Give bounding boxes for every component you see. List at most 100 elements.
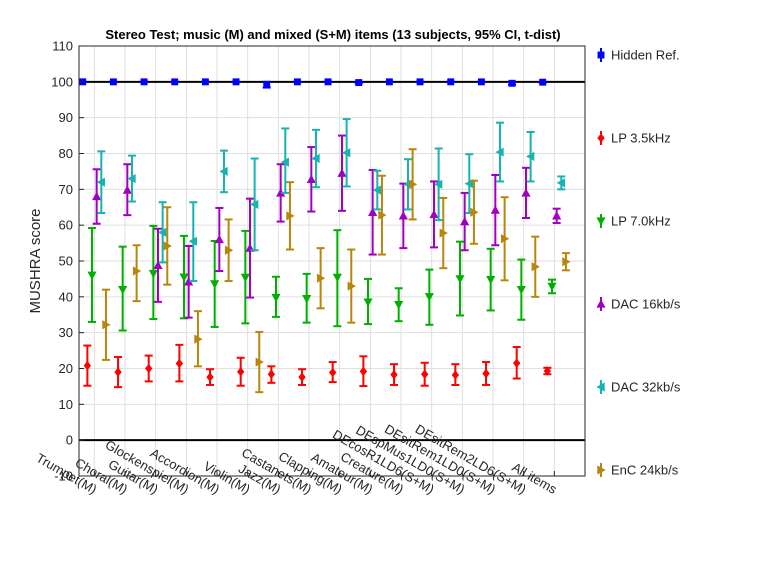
legend-label: DAC 16kb/s [611, 297, 681, 312]
data-point [359, 366, 368, 376]
data-point [311, 153, 320, 164]
data-point [329, 367, 337, 378]
data-point [439, 228, 448, 238]
data-point [324, 78, 332, 86]
data-point [271, 293, 281, 303]
y-tick-label: 40 [59, 289, 73, 304]
data-point [214, 234, 224, 244]
legend-item: Hidden Ref. [597, 48, 680, 63]
series-0 [78, 78, 547, 89]
y-tick-label: -10 [54, 469, 73, 484]
legend-item: LP 3.5kHz [597, 131, 671, 146]
data-point [158, 227, 167, 237]
legend-label: LP 7.0kHz [611, 214, 671, 229]
y-tick-label: 90 [59, 110, 73, 125]
data-point [363, 298, 373, 307]
data-point [201, 78, 209, 86]
x-axis-ticks: Trumpet(M)Choral(M)Guitar(M)Glockenspiel… [34, 421, 560, 497]
data-point [145, 363, 153, 374]
y-tick-label: 70 [59, 182, 73, 197]
data-point [332, 273, 342, 283]
data-point [118, 285, 128, 295]
data-point [347, 281, 356, 291]
data-point [175, 358, 184, 369]
data-point [206, 372, 214, 382]
y-tick-label: 110 [52, 39, 73, 54]
data-point [293, 78, 301, 86]
data-point [556, 178, 565, 188]
data-point [280, 157, 289, 167]
legend-item: DAC 32kb/s [596, 380, 681, 395]
data-point [163, 241, 172, 251]
data-point [114, 367, 122, 377]
data-point [368, 207, 378, 216]
data-point [102, 320, 111, 330]
data-point [140, 78, 148, 86]
data-point [394, 301, 404, 310]
data-point [486, 275, 496, 285]
y-tick-label: 20 [59, 361, 73, 376]
legend-marker [597, 465, 606, 475]
data-point [451, 370, 460, 380]
data-point [455, 275, 465, 284]
data-point [562, 257, 571, 267]
data-point [194, 334, 203, 344]
data-point [495, 147, 504, 157]
legend-item: EnC 24kb/s [597, 463, 679, 478]
legend-item: LP 7.0kHz [596, 214, 671, 229]
data-point [286, 211, 295, 221]
data-point [255, 357, 264, 367]
data-point [188, 236, 197, 246]
y-axis-label: MUSHRA score [27, 208, 44, 313]
series-2 [87, 224, 557, 332]
data-point [447, 78, 455, 86]
data-point [210, 280, 220, 289]
data-point [298, 372, 306, 382]
legend-marker [596, 299, 606, 308]
data-point [276, 188, 286, 197]
data-point [250, 199, 259, 209]
data-point [302, 294, 312, 304]
data-point [179, 273, 189, 282]
series-5 [101, 148, 571, 394]
data-point [547, 282, 557, 292]
chart-title: Stereo Test; music (M) and mixed (S+M) i… [105, 27, 560, 42]
y-tick-label: 80 [59, 146, 73, 161]
data-point [96, 177, 105, 187]
data-point [83, 361, 92, 371]
data-point [232, 78, 240, 86]
data-point [122, 185, 132, 194]
data-point [516, 285, 526, 295]
data-point [421, 369, 429, 379]
y-axis-ticks: -10 0 10 20 30 40 50 60 70 80 90 100 110 [51, 39, 84, 484]
legend-label: EnC 24kb/s [611, 463, 679, 478]
data-point [477, 78, 485, 86]
data-point [543, 366, 552, 376]
data-point [224, 245, 234, 255]
data-point [470, 207, 479, 217]
data-point [424, 293, 434, 302]
data-point [482, 368, 490, 379]
data-series [78, 78, 571, 394]
y-tick-label: 0 [66, 433, 73, 448]
series-3 [92, 134, 562, 319]
data-point [263, 81, 271, 89]
data-point [316, 273, 326, 283]
legend-label: LP 3.5kHz [611, 131, 671, 146]
data-point [372, 185, 381, 195]
legend-marker [596, 382, 605, 392]
series-4 [96, 118, 566, 283]
data-point [539, 78, 547, 86]
data-point [132, 266, 142, 276]
series-1 [83, 343, 552, 389]
data-point [513, 358, 521, 368]
legend-label: Hidden Ref. [611, 48, 680, 63]
data-point [508, 79, 516, 87]
data-point [109, 78, 117, 86]
data-point [429, 209, 439, 219]
data-point [237, 367, 245, 377]
legend-marker [597, 133, 605, 143]
data-point [267, 369, 276, 379]
